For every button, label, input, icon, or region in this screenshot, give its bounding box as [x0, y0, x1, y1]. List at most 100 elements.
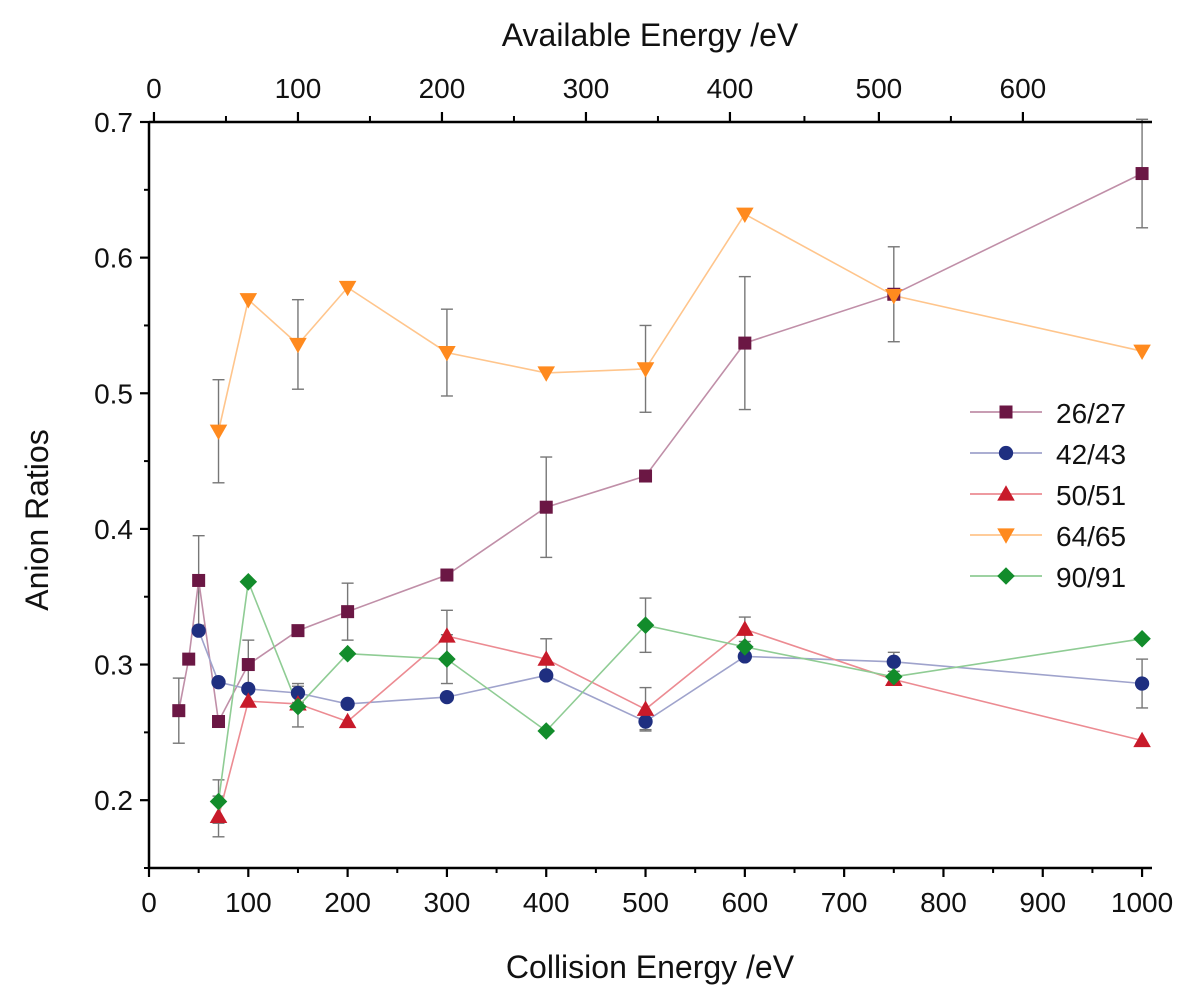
x-axis-label: Collision Energy /eV [506, 949, 795, 985]
data-point-50-51 [438, 627, 456, 643]
legend-item-42-43: 42/43 [970, 439, 1126, 470]
data-point-26-27 [212, 715, 226, 729]
legend-label: 26/27 [1056, 398, 1126, 429]
legend: 26/27 42/43 50/51 64/65 90/91 [970, 398, 1126, 593]
legend-marker [997, 567, 1015, 585]
series-line-90-91 [217, 578, 1143, 802]
data-point-42-43 [1134, 676, 1150, 691]
x-tick-label: 900 [1019, 887, 1066, 918]
legend-marker [998, 445, 1014, 461]
data-point-64-65 [1133, 344, 1151, 361]
data-point-90-91 [239, 573, 258, 591]
data-point-90-91 [289, 697, 307, 716]
data-point-42-43 [638, 714, 653, 729]
data-point-90-91 [636, 616, 655, 634]
series-line-64-65 [217, 213, 1143, 432]
data-point-50-51 [1133, 731, 1151, 748]
data-point-42-43 [539, 668, 554, 683]
data-point-42-43 [439, 689, 455, 705]
data-point-50-51 [338, 712, 357, 729]
legend-label: 90/91 [1056, 562, 1126, 593]
data-point-50-51 [239, 692, 258, 708]
x-tick-label: 600 [721, 887, 768, 918]
data-point-90-91 [885, 667, 903, 686]
data-point-26-27 [1135, 167, 1149, 181]
x-tick-label: 1000 [1111, 887, 1173, 918]
series-line-42-43 [197, 630, 1143, 723]
data-point-50-51 [636, 700, 655, 716]
x-tick-label: 100 [225, 887, 272, 918]
data-point-26-27 [738, 336, 752, 350]
legend-marker [997, 528, 1015, 544]
y-tick-label: 0.3 [94, 650, 133, 681]
data-point-64-65 [885, 289, 903, 305]
series-line-50-51 [217, 628, 1143, 817]
data-point-64-65 [338, 280, 357, 297]
x-tick-label: 200 [324, 887, 371, 918]
series-lines [178, 172, 1143, 817]
data-point-26-27 [639, 469, 653, 483]
data-point-90-91 [338, 644, 357, 663]
x-tick-label: 700 [821, 887, 868, 918]
y-axis-label: Anion Ratios [19, 429, 55, 610]
data-markers [172, 167, 1151, 824]
x2-tick-label: 400 [707, 73, 754, 104]
data-point-26-27 [291, 624, 305, 638]
x2-tick-label: 0 [146, 73, 162, 104]
data-point-26-27 [341, 605, 355, 619]
data-point-50-51 [209, 807, 228, 824]
legend-label: 64/65 [1056, 521, 1126, 552]
legend-label: 50/51 [1056, 480, 1126, 511]
x2-tick-label: 600 [1000, 73, 1047, 104]
data-point-64-65 [537, 366, 556, 382]
legend-marker [999, 405, 1013, 419]
legend-item-50-51: 50/51 [970, 480, 1126, 511]
x-tick-label: 500 [622, 887, 669, 918]
data-point-42-43 [886, 654, 901, 669]
x2-tick-label: 300 [563, 73, 610, 104]
data-point-64-65 [209, 424, 228, 441]
data-point-42-43 [290, 685, 306, 701]
data-point-64-65 [636, 362, 655, 378]
data-point-90-91 [209, 792, 228, 811]
y-tick-label: 0.7 [94, 107, 133, 138]
data-point-90-91 [438, 650, 456, 668]
y-tick-label: 0.6 [94, 243, 133, 274]
x-tick-label: 300 [424, 887, 471, 918]
legend-item-90-91: 90/91 [970, 562, 1126, 593]
data-point-42-43 [191, 623, 206, 638]
x-tick-label: 400 [523, 887, 570, 918]
data-point-90-91 [537, 722, 556, 740]
data-point-42-43 [241, 681, 256, 697]
legend-label: 42/43 [1056, 439, 1126, 470]
data-point-50-51 [537, 650, 556, 666]
series-line-26-27 [178, 172, 1143, 725]
top-axis-label: Available Energy /eV [502, 17, 799, 53]
x2-tick-label: 200 [419, 73, 466, 104]
data-point-26-27 [192, 573, 206, 587]
data-point-42-43 [211, 675, 226, 690]
y-tick-label: 0.5 [94, 378, 133, 409]
x2-tick-label: 500 [856, 73, 903, 104]
x-tick-label: 0 [141, 887, 157, 918]
data-point-64-65 [736, 207, 754, 224]
data-point-26-27 [182, 652, 196, 666]
x-tick-label: 800 [920, 887, 967, 918]
data-point-64-65 [239, 293, 258, 309]
data-point-26-27 [172, 704, 186, 718]
data-point-64-65 [289, 337, 307, 354]
data-point-90-91 [1133, 629, 1151, 648]
data-point-64-65 [438, 346, 456, 362]
data-point-42-43 [737, 649, 752, 664]
x2-tick-label: 100 [275, 73, 322, 104]
data-point-42-43 [340, 696, 355, 712]
data-point-90-91 [736, 638, 754, 656]
legend-marker [997, 485, 1015, 501]
axes: 0 100 200 300 400 500 600 700 800 900 10000.20.30.… [94, 73, 1173, 918]
legend-item-64-65: 64/65 [970, 521, 1126, 552]
y-tick-label: 0.2 [94, 785, 133, 816]
data-point-26-27 [440, 568, 454, 582]
data-point-50-51 [736, 620, 754, 636]
error-bars [172, 118, 1149, 838]
